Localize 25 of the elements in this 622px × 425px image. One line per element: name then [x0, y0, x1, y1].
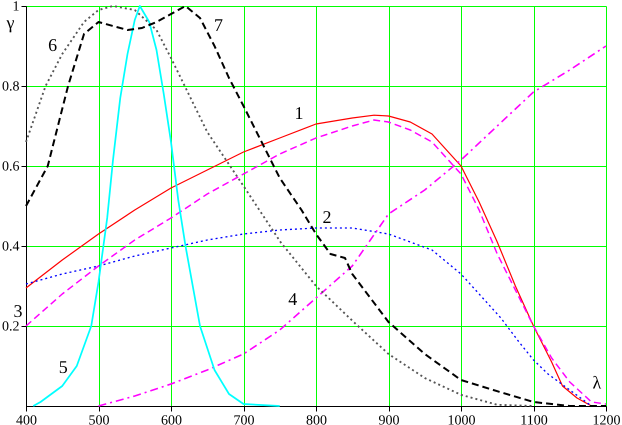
x-tick-label: 1200 — [592, 414, 620, 425]
y-tick-label: 0.2 — [2, 320, 20, 334]
x-tick-label: 600 — [161, 414, 182, 425]
x-tick-label: 1000 — [448, 414, 476, 425]
y-tick-label: 0.6 — [2, 160, 20, 174]
x-tick-label: 400 — [16, 414, 37, 425]
x-axis-title: λ — [592, 372, 602, 392]
line-series — [32, 5, 281, 407]
x-tick-label: 700 — [234, 414, 254, 425]
series-label: 7 — [214, 15, 223, 35]
series-label: 1 — [294, 103, 304, 123]
series-label: 2 — [322, 207, 332, 227]
x-tick-label: 1100 — [520, 414, 548, 425]
x-tick-label: 800 — [306, 414, 327, 425]
x-tick-label: 500 — [88, 414, 110, 425]
series-label: 6 — [48, 35, 58, 55]
y-axis-title: γ — [6, 12, 15, 32]
line-series — [25, 227, 592, 407]
y-tick-label: 0.8 — [2, 80, 20, 94]
y-tick-label: 1 — [12, 0, 20, 14]
series-label: 5 — [58, 357, 68, 377]
series-label: 4 — [288, 289, 298, 309]
y-tick-label: 0.4 — [2, 240, 20, 254]
series-label: 3 — [14, 301, 22, 321]
x-tick-label: 900 — [378, 414, 400, 425]
